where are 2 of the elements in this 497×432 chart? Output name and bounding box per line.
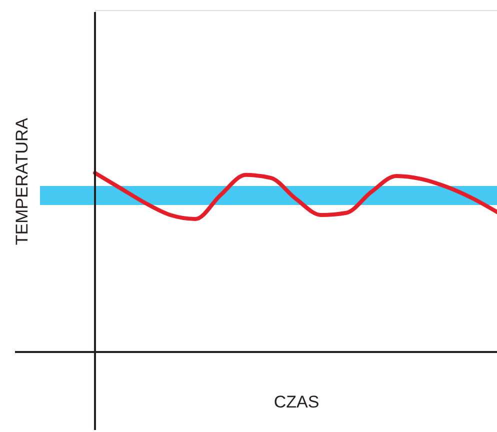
y-axis-title: TEMPERATURA xyxy=(12,117,32,246)
x-axis-title: CZAS xyxy=(274,392,320,412)
